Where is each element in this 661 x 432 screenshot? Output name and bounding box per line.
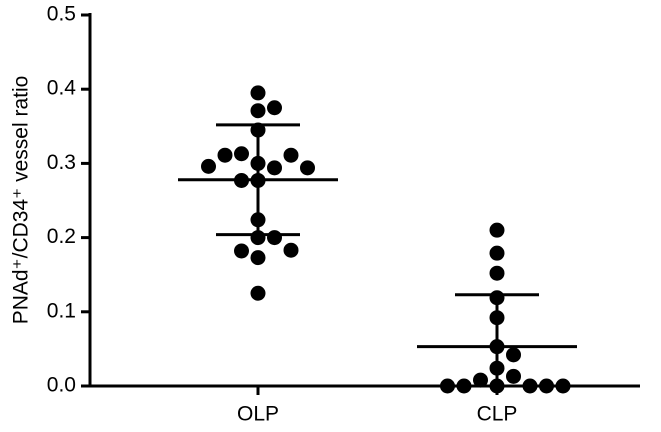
data-point xyxy=(489,310,505,326)
data-point xyxy=(300,160,315,176)
data-point xyxy=(489,222,505,238)
data-point xyxy=(522,378,538,394)
x-tick-label: OLP xyxy=(237,403,279,426)
data-point xyxy=(234,172,249,188)
data-point xyxy=(506,347,521,363)
data-point xyxy=(489,378,505,394)
data-point xyxy=(440,378,455,394)
data-point xyxy=(267,160,282,176)
data-point xyxy=(250,172,266,188)
data-point xyxy=(250,250,266,266)
data-point xyxy=(489,265,505,281)
data-point xyxy=(283,147,299,163)
data-point xyxy=(489,360,505,376)
data-point xyxy=(267,100,282,116)
data-point xyxy=(250,230,266,246)
data-point xyxy=(283,242,299,258)
y-axis-label: PNAd⁺/CD34⁺ vessel ratio xyxy=(10,76,33,325)
y-tick-label: 0.1 xyxy=(47,299,76,322)
data-point xyxy=(489,339,505,355)
data-point xyxy=(250,103,266,119)
data-point xyxy=(234,146,249,162)
data-point xyxy=(217,147,233,163)
x-tick-label: CLP xyxy=(477,403,518,426)
data-point xyxy=(473,372,488,388)
y-tick-label: 0.0 xyxy=(47,374,76,397)
data-point xyxy=(201,158,216,174)
data-point xyxy=(234,243,249,259)
data-point xyxy=(267,230,282,246)
y-tick-label: 0.5 xyxy=(47,3,76,26)
data-point xyxy=(489,290,505,306)
data-point xyxy=(456,378,472,394)
data-point xyxy=(250,122,266,138)
data-point xyxy=(250,155,266,171)
data-point xyxy=(250,212,266,228)
data-point xyxy=(489,245,505,261)
y-tick-label: 0.3 xyxy=(47,151,76,174)
data-point xyxy=(250,285,266,301)
data-point xyxy=(506,368,521,384)
y-tick-label: 0.2 xyxy=(47,225,76,248)
y-tick-label: 0.4 xyxy=(47,77,77,100)
data-point xyxy=(539,378,554,394)
data-point xyxy=(250,85,266,101)
data-point xyxy=(555,378,571,394)
